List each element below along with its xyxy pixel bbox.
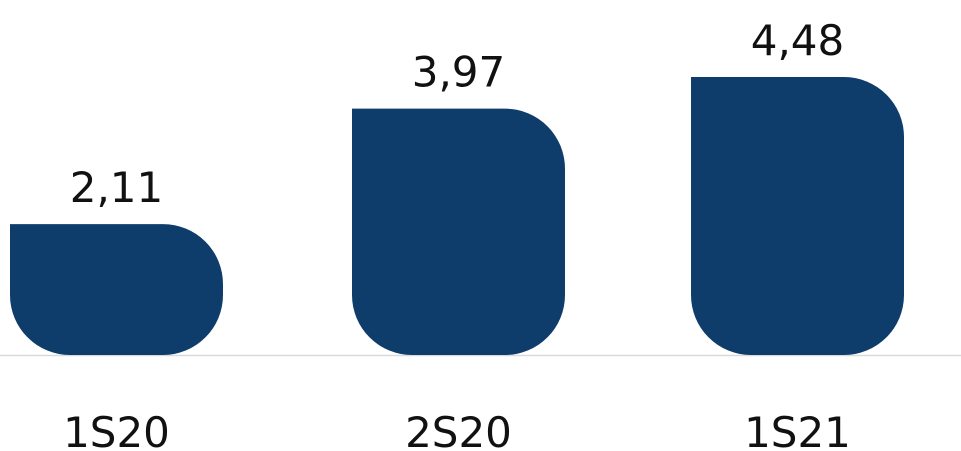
bar [691, 77, 904, 355]
bar [10, 224, 223, 355]
bar [352, 108, 565, 355]
value-label: 3,97 [412, 48, 506, 97]
value-label: 2,11 [70, 163, 164, 212]
x-tick-label: 1S21 [744, 408, 851, 451]
value-label: 4,48 [751, 16, 845, 65]
x-tick-label: 2S20 [405, 408, 512, 451]
x-tick-label: 1S20 [63, 408, 170, 451]
